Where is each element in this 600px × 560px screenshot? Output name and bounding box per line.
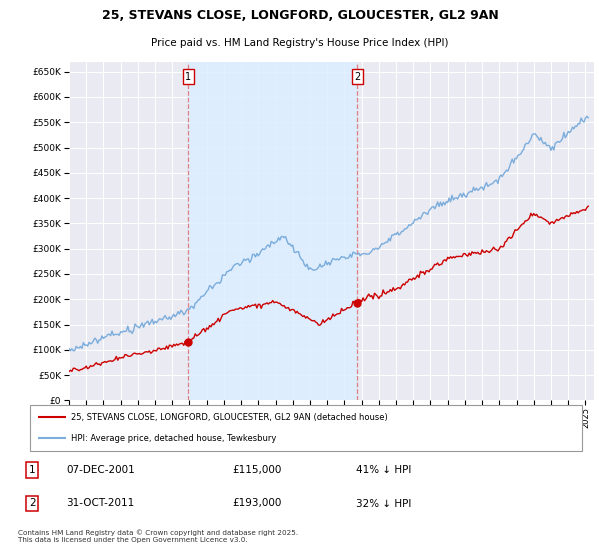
FancyBboxPatch shape bbox=[30, 405, 582, 451]
Text: 1: 1 bbox=[185, 72, 191, 82]
Text: 07-DEC-2001: 07-DEC-2001 bbox=[66, 465, 134, 475]
Text: Price paid vs. HM Land Registry's House Price Index (HPI): Price paid vs. HM Land Registry's House … bbox=[151, 38, 449, 48]
Bar bbox=[188, 62, 358, 400]
Text: 25, STEVANS CLOSE, LONGFORD, GLOUCESTER, GL2 9AN: 25, STEVANS CLOSE, LONGFORD, GLOUCESTER,… bbox=[101, 9, 499, 22]
Text: HPI: Average price, detached house, Tewkesbury: HPI: Average price, detached house, Tewk… bbox=[71, 434, 277, 443]
Text: 2: 2 bbox=[354, 72, 361, 82]
Text: £193,000: £193,000 bbox=[232, 498, 281, 508]
Text: Contains HM Land Registry data © Crown copyright and database right 2025.
This d: Contains HM Land Registry data © Crown c… bbox=[18, 530, 298, 543]
Text: 25, STEVANS CLOSE, LONGFORD, GLOUCESTER, GL2 9AN (detached house): 25, STEVANS CLOSE, LONGFORD, GLOUCESTER,… bbox=[71, 413, 388, 422]
Text: 31-OCT-2011: 31-OCT-2011 bbox=[66, 498, 134, 508]
Text: 1: 1 bbox=[29, 465, 35, 475]
Text: 2: 2 bbox=[29, 498, 35, 508]
Text: 41% ↓ HPI: 41% ↓ HPI bbox=[356, 465, 412, 475]
Text: 32% ↓ HPI: 32% ↓ HPI bbox=[356, 498, 412, 508]
Text: £115,000: £115,000 bbox=[232, 465, 281, 475]
